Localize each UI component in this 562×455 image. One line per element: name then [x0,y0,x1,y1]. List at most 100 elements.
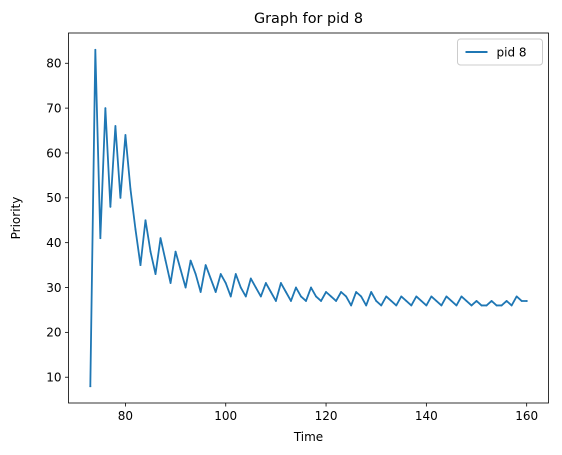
data-point [190,260,192,262]
data-point [461,296,463,298]
data-point [380,305,382,307]
data-point [175,251,177,253]
data-point [310,287,312,289]
data-point [220,273,222,275]
chart-title: Graph for pid 8 [254,11,363,27]
data-point [481,305,483,307]
data-point [295,287,297,289]
x-axis-ticks: 80 100 120 140 160 [118,403,538,423]
data-point [400,296,402,298]
y-tick-label: 80 [46,57,61,71]
data-point [160,237,162,239]
y-tick-label: 40 [46,236,61,250]
data-point [360,296,362,298]
data-point [240,287,242,289]
plot-frame [69,33,549,403]
data-point [486,305,488,307]
data-point [125,134,127,136]
data-point [446,296,448,298]
data-point [375,300,377,302]
data-point [430,296,432,298]
data-point [275,300,277,302]
data-point [89,385,91,387]
y-axis-ticks: 10 20 30 40 50 60 70 80 [46,57,68,385]
data-point [99,237,101,239]
data-point [441,305,443,307]
data-point [205,264,207,266]
data-point [165,260,167,262]
data-point [476,300,478,302]
data-point [155,273,157,275]
data-point [260,296,262,298]
data-point [145,219,147,221]
data-point [280,282,282,284]
y-tick-label: 30 [46,281,61,295]
data-point [210,278,212,280]
data-point [390,300,392,302]
series-layer [89,49,527,387]
data-point [265,282,267,284]
data-point [230,296,232,298]
y-tick-label: 20 [46,326,61,340]
x-axis-label: Time [293,430,323,444]
data-point [395,305,397,307]
x-tick-label: 80 [118,409,133,423]
x-tick-label: 140 [415,409,438,423]
data-point [415,296,417,298]
legend-entry-label: pid 8 [497,45,527,59]
data-point [345,296,347,298]
data-point [120,197,122,199]
data-point [365,305,367,307]
data-point [245,296,247,298]
data-point [350,305,352,307]
data-point [135,228,137,230]
data-point [255,287,257,289]
data-point [385,296,387,298]
data-point [315,296,317,298]
data-point [405,300,407,302]
x-tick-label: 160 [515,409,538,423]
data-point [511,305,513,307]
data-point [521,300,523,302]
y-tick-label: 70 [46,101,61,115]
y-axis-label: Priority [9,197,23,240]
y-tick-label: 50 [46,191,61,205]
data-point [325,291,327,293]
data-point [506,300,508,302]
data-point [526,300,528,302]
data-point [491,300,493,302]
data-point [340,291,342,293]
x-tick-label: 100 [214,409,237,423]
data-point [180,269,182,271]
data-point [425,305,427,307]
data-point [320,300,322,302]
data-point [305,300,307,302]
data-point [436,300,438,302]
data-point [370,291,372,293]
legend: pid 8 [458,39,543,65]
data-point [215,291,217,293]
data-point [335,300,337,302]
data-point [330,296,332,298]
y-tick-label: 60 [46,146,61,160]
data-point [225,282,227,284]
data-point [270,291,272,293]
data-point [200,291,202,293]
data-point [185,287,187,289]
data-point [466,300,468,302]
data-point [451,300,453,302]
data-point [300,296,302,298]
data-point [501,305,503,307]
data-point [456,305,458,307]
data-point [109,206,111,208]
data-point [130,188,132,190]
data-point [150,251,152,253]
data-point [104,107,106,109]
data-point [94,49,96,51]
data-point [140,264,142,266]
data-point [290,300,292,302]
data-point [420,300,422,302]
data-point [355,291,357,293]
data-point [516,296,518,298]
